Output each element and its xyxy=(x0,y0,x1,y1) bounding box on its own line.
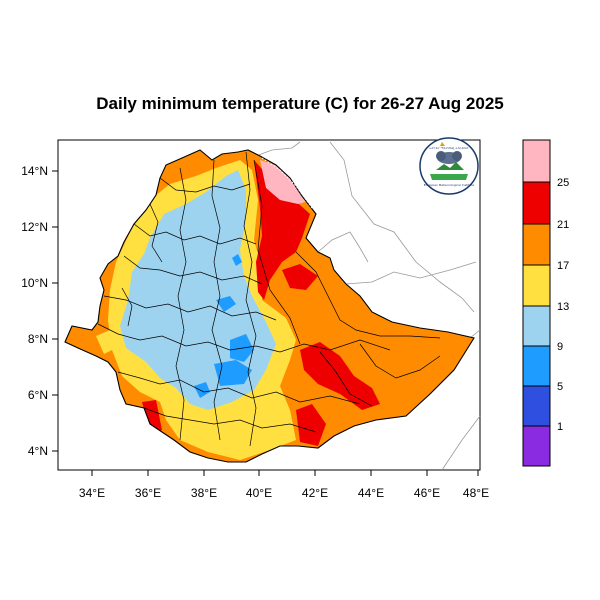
logo-text-top: ኢትዮጵያ ሚቲዎሮሎጂ ኢንስቲትዩት xyxy=(429,146,468,150)
colorbar-swatch xyxy=(523,386,550,426)
lon-tick-label: 46°E xyxy=(414,486,440,500)
national-boundary xyxy=(64,149,475,463)
neighbor-borders xyxy=(255,141,481,471)
latitude-labels: 14°N 12°N 10°N 8°N 6°N 4°N xyxy=(21,164,48,458)
lon-tick-label: 42°E xyxy=(302,486,328,500)
lat-tick-label: 4°N xyxy=(28,444,48,458)
map-title: Daily minimum temperature (C) for 26-27 … xyxy=(96,94,504,113)
longitude-axis xyxy=(91,470,479,476)
colorbar-swatch xyxy=(523,224,550,265)
lat-tick-label: 8°N xyxy=(28,332,48,346)
longitude-labels: 34°E 36°E 38°E 40°E 42°E 44°E 46°E 48°E xyxy=(79,486,489,500)
colorbar-label: 9 xyxy=(557,341,563,353)
colorbar-swatch xyxy=(523,265,550,306)
lat-tick-label: 14°N xyxy=(21,164,48,178)
logo-text-bottom: Ethiopian Meteorological Institute xyxy=(424,183,475,187)
lat-tick-label: 12°N xyxy=(21,220,48,234)
institute-logo: ኢትዮጵያ ሚቲዎሮሎጂ ኢንስቲትዩት Ethiopian Meteorolo… xyxy=(419,137,479,195)
admin-boundaries xyxy=(97,151,441,447)
colorbar-swatch xyxy=(523,140,550,182)
colorbar: 25 21 17 13 9 5 1 xyxy=(522,139,569,467)
lon-tick-label: 36°E xyxy=(135,486,161,500)
colorbar-swatch xyxy=(523,182,550,224)
lon-tick-label: 44°E xyxy=(358,486,384,500)
lon-tick-label: 38°E xyxy=(191,486,217,500)
lon-tick-label: 34°E xyxy=(79,486,105,500)
eritrea-border-dots xyxy=(261,157,313,209)
lon-tick-label: 40°E xyxy=(246,486,272,500)
lon-tick-label: 48°E xyxy=(463,486,489,500)
colorbar-swatch xyxy=(523,346,550,386)
colorbar-swatch xyxy=(523,306,550,346)
colorbar-label: 25 xyxy=(557,177,569,189)
colorbar-label: 13 xyxy=(557,301,569,313)
colorbar-label: 17 xyxy=(557,260,569,272)
colorbar-label: 1 xyxy=(557,421,563,433)
colorbar-label: 21 xyxy=(557,219,569,231)
lat-tick-label: 10°N xyxy=(21,276,48,290)
latitude-axis xyxy=(52,170,58,452)
lat-tick-label: 6°N xyxy=(28,388,48,402)
colorbar-label: 5 xyxy=(557,381,563,393)
colorbar-swatch xyxy=(523,426,550,466)
